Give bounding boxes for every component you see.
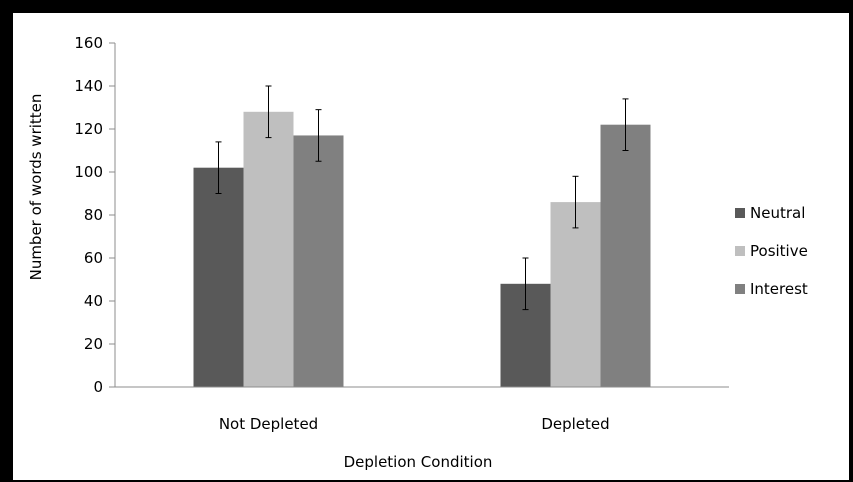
y-tick-label: 40 bbox=[84, 292, 103, 310]
chart-frame: 0 20 40 60 80 100 120 140 160 Not Depleted Deplet… bbox=[13, 13, 849, 480]
bar-positive-not-depleted bbox=[243, 111, 294, 388]
legend-label-positive: Positive bbox=[750, 242, 808, 260]
x-category-label: Not Depleted bbox=[219, 415, 318, 433]
y-axis-title: Number of words written bbox=[27, 94, 45, 281]
legend-swatch-neutral bbox=[735, 208, 745, 218]
error-bars bbox=[215, 85, 629, 311]
bar-chart: 0 20 40 60 80 100 120 140 160 Not Depleted Deplet… bbox=[27, 34, 808, 471]
legend-label-neutral: Neutral bbox=[750, 204, 805, 222]
bar-interest-depleted bbox=[600, 124, 651, 387]
bar-interest-not-depleted bbox=[293, 135, 344, 387]
legend-label-interest: Interest bbox=[750, 280, 808, 298]
y-tick-label: 80 bbox=[84, 206, 103, 224]
bars bbox=[193, 111, 651, 388]
y-tick-label: 0 bbox=[93, 378, 103, 396]
y-tick-label: 160 bbox=[74, 34, 103, 52]
y-axis: 0 20 40 60 80 100 120 140 160 bbox=[74, 34, 116, 396]
y-tick-label: 100 bbox=[74, 163, 103, 181]
x-axis: Not Depleted Depleted bbox=[115, 386, 729, 433]
x-category-label: Depleted bbox=[541, 415, 609, 433]
y-tick-label: 140 bbox=[74, 77, 103, 95]
legend-swatch-interest bbox=[735, 284, 745, 294]
legend-swatch-positive bbox=[735, 246, 745, 256]
bar-neutral-not-depleted bbox=[193, 167, 244, 387]
y-tick-label: 60 bbox=[84, 249, 103, 267]
y-tick-label: 120 bbox=[74, 120, 103, 138]
legend: Neutral Positive Interest bbox=[735, 204, 808, 298]
y-tick-label: 20 bbox=[84, 335, 103, 353]
bar-positive-depleted bbox=[550, 202, 601, 387]
x-axis-title: Depletion Condition bbox=[344, 453, 493, 471]
